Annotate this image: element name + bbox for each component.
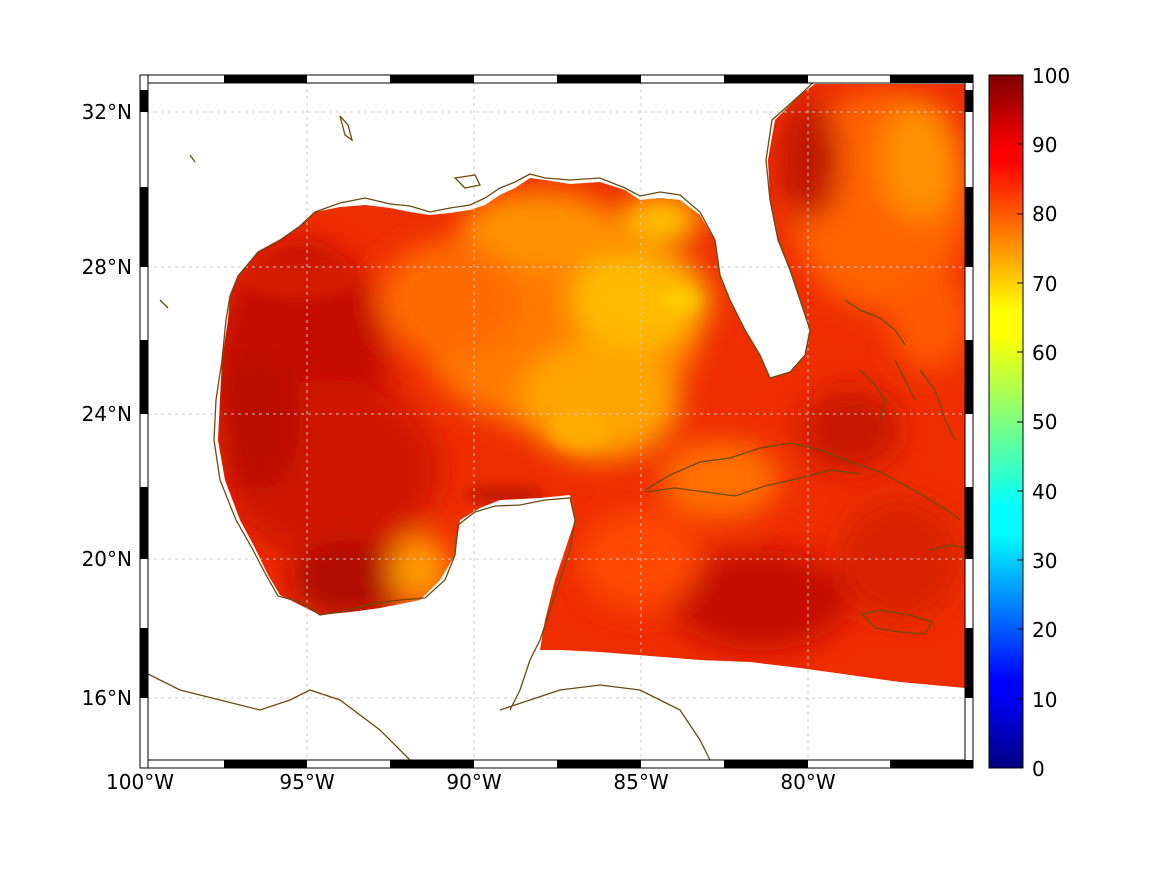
colorbar-tick-label-50: 50 bbox=[1032, 410, 1057, 434]
colorbar-ticks bbox=[1017, 143, 1023, 700]
colorbar-tick-label-60: 60 bbox=[1032, 341, 1057, 365]
lon-tick-label-80w: 80°W bbox=[780, 770, 835, 794]
colorbar-tick-label-100: 100 bbox=[1032, 64, 1070, 88]
colorbar-tick-label-70: 70 bbox=[1032, 272, 1057, 296]
lat-tick-label-28n: 28°N bbox=[82, 255, 132, 279]
colorbar-tick-label-10: 10 bbox=[1032, 688, 1057, 712]
lat-tick-label-24n: 24°N bbox=[82, 402, 132, 426]
colorbar-tick-label-80: 80 bbox=[1032, 202, 1057, 226]
lon-tick-label-85w: 85°W bbox=[613, 770, 668, 794]
graticule bbox=[147, 82, 965, 762]
lat-tick-label-16n: 16°N bbox=[82, 686, 132, 710]
lat-tick-label-20n: 20°N bbox=[82, 547, 132, 571]
colorbar-tick-labels: 100 90 80 70 60 50 40 30 20 10 0 bbox=[1032, 64, 1070, 781]
colorbar-tick-label-0: 0 bbox=[1032, 757, 1045, 781]
lat-tick-label-32n: 32°N bbox=[82, 100, 132, 124]
colorbar-tick-label-20: 20 bbox=[1032, 618, 1057, 642]
coastlines bbox=[147, 82, 965, 761]
lon-tick-label-95w: 95°W bbox=[279, 770, 334, 794]
lon-tick-label-90w: 90°W bbox=[446, 770, 501, 794]
colorbar-tick-label-90: 90 bbox=[1032, 133, 1057, 157]
lon-tick-label-100w: 100°W bbox=[106, 770, 174, 794]
colorbar-tick-label-30: 30 bbox=[1032, 549, 1057, 573]
map-border bbox=[139, 74, 974, 769]
lat-tick-labels: 32°N 28°N 24°N 20°N 16°N bbox=[82, 100, 132, 710]
colorbar-tick-label-40: 40 bbox=[1032, 480, 1057, 504]
colorbar: 100 90 80 70 60 50 40 30 20 10 0 bbox=[988, 64, 1070, 781]
lon-tick-labels: 100°W 95°W 90°W 85°W 80°W bbox=[106, 770, 836, 794]
